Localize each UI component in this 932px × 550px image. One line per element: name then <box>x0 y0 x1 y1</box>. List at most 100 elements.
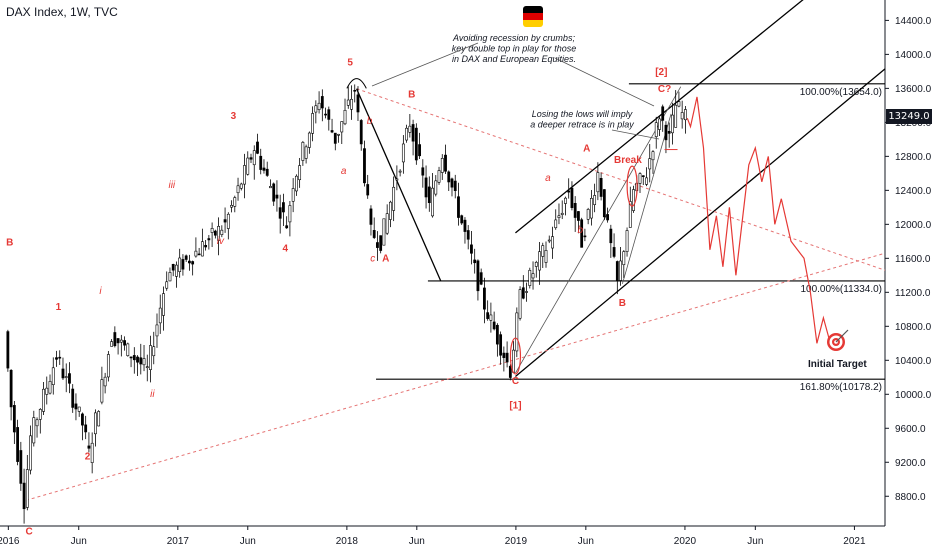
candle-up <box>651 151 655 161</box>
candle-down <box>460 215 464 224</box>
x-tick-label: Jun <box>747 536 763 547</box>
candle-up <box>596 172 600 193</box>
y-tick-label: 8800.0 <box>895 492 926 503</box>
candle-down <box>499 334 503 356</box>
wave-label: 4 <box>282 244 288 255</box>
candle-up <box>528 269 532 286</box>
candle-up <box>314 105 318 113</box>
candle-up <box>48 381 52 394</box>
candle-down <box>486 312 490 319</box>
candle-up <box>175 264 178 277</box>
candle-down <box>444 154 447 172</box>
candle-down <box>123 340 126 346</box>
candle-up <box>301 142 305 161</box>
y-tick-label: 10800.0 <box>895 322 932 333</box>
candle-up <box>674 104 678 128</box>
candle-up <box>340 121 344 133</box>
candle-up <box>401 143 405 163</box>
candle-down <box>353 89 357 92</box>
candle-down <box>457 196 460 218</box>
candle-up <box>564 197 567 204</box>
candle-down <box>453 180 457 191</box>
candle-down <box>223 219 227 223</box>
candle-down <box>184 255 188 260</box>
break-highlight-ellipse <box>626 165 638 207</box>
candle-down <box>599 178 603 197</box>
candle-down <box>359 120 363 145</box>
candle-up <box>337 133 340 136</box>
candle-up <box>398 170 402 173</box>
y-tick-label: 9600.0 <box>895 424 926 435</box>
candle-up <box>408 125 412 133</box>
candle-down <box>12 405 16 433</box>
candle-down <box>84 424 88 433</box>
y-tick-label: 10000.0 <box>895 390 932 401</box>
candle-up <box>304 146 308 159</box>
y-tick-label: 11200.0 <box>895 288 931 299</box>
candle-down <box>379 235 383 251</box>
candle-up <box>307 132 311 148</box>
candle-up <box>162 293 165 316</box>
x-tick-label: 2017 <box>167 536 190 547</box>
candle-down <box>249 157 253 160</box>
candle-up <box>547 239 551 242</box>
candle-down <box>181 259 185 270</box>
candle-down <box>376 242 379 248</box>
candle-down <box>197 253 201 256</box>
candle-down <box>470 244 473 254</box>
candle-down <box>411 124 415 142</box>
candle-down <box>450 178 454 188</box>
candle-down <box>424 177 428 198</box>
candle-up <box>126 343 130 356</box>
candle-down <box>61 368 65 379</box>
candle-down <box>356 94 360 113</box>
candle-up <box>226 213 230 229</box>
candle-down <box>667 130 671 134</box>
candle-down <box>492 321 496 330</box>
candle-up <box>45 387 49 395</box>
candle-down <box>612 247 616 257</box>
target-dart <box>835 329 849 343</box>
candle-up <box>589 198 593 219</box>
trendline <box>355 88 442 282</box>
candle-up <box>389 201 392 220</box>
candle-down <box>369 208 373 225</box>
candle-up <box>90 442 94 463</box>
candle-down <box>324 113 327 116</box>
candle-down <box>479 272 483 285</box>
wave-label: iv <box>217 236 225 247</box>
candle-down <box>327 109 331 120</box>
candle-down <box>275 194 279 199</box>
candle-up <box>243 165 246 185</box>
candle-down <box>256 141 259 154</box>
retrace-arrow <box>611 129 660 140</box>
candle-up <box>32 417 36 444</box>
candle-up <box>541 245 545 257</box>
candle-up <box>239 183 243 189</box>
wave-label: c <box>370 254 375 265</box>
candle-down <box>508 365 512 378</box>
candle-down <box>22 482 26 510</box>
initial-target-label: Initial Target <box>808 359 867 370</box>
callout-text: Avoiding recession by crumbs; <box>452 33 575 43</box>
candle-down <box>476 260 480 292</box>
y-tick-label: 11600.0 <box>895 254 931 265</box>
candle-down <box>320 96 324 109</box>
candle-up <box>518 289 522 319</box>
trendline <box>25 252 886 501</box>
y-tick-label: 12000.0 <box>895 220 932 231</box>
wave-label: C? <box>658 84 671 95</box>
candle-down <box>55 357 58 360</box>
candle-up <box>288 205 292 223</box>
wave-label: b <box>577 225 583 236</box>
candle-up <box>158 307 162 324</box>
x-tick-label: 2019 <box>505 536 528 547</box>
candle-up <box>246 157 250 175</box>
candle-up <box>680 112 684 120</box>
candle-down <box>213 230 217 236</box>
candle-up <box>551 236 554 249</box>
candle-down <box>577 211 580 221</box>
wave-label: B <box>408 90 415 101</box>
candle-up <box>671 114 674 134</box>
